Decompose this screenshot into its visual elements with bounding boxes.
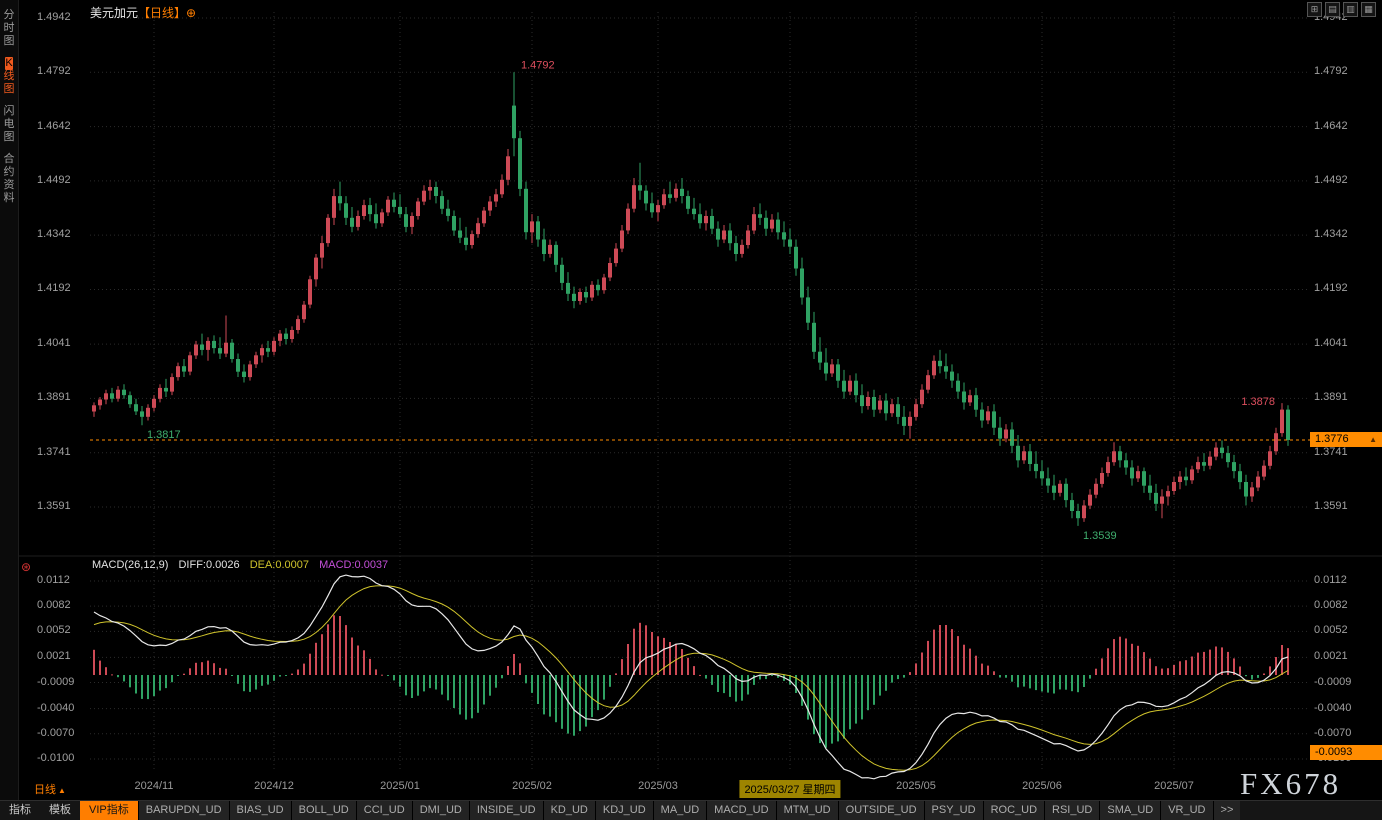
chart-title: 美元加元【日线】⊕	[90, 4, 196, 21]
indicator-tab[interactable]: INSIDE_UD	[468, 801, 543, 820]
indicator-tab[interactable]: MA_UD	[652, 801, 707, 820]
indicator-tab[interactable]: MACD_UD	[706, 801, 776, 820]
indicator-tab[interactable]: PSY_UD	[923, 801, 983, 820]
indicator-tab[interactable]: CCI_UD	[355, 801, 412, 820]
watermark: FX678	[1240, 766, 1342, 801]
sidebar-tab[interactable]: 合约资料	[0, 153, 18, 205]
indicator-tab[interactable]: BARUPDN_UD	[137, 801, 229, 820]
current-price-value: 1.3776	[1315, 433, 1349, 446]
indicator-tab[interactable]: DMI_UD	[411, 801, 469, 820]
layout-cells-icon[interactable]: ▦	[1361, 2, 1376, 17]
sidebar-tab[interactable]: 分时图	[0, 9, 18, 48]
macd-diff-value: DIFF:0.0026	[178, 559, 240, 571]
macd-dea-line	[93, 585, 1289, 771]
period-selector[interactable]: 日线 ▲	[34, 781, 66, 797]
svg-text:1.3539: 1.3539	[1083, 530, 1117, 542]
price-annotations: 1.4792 1.3817 1.3878 1.3539	[147, 59, 1275, 542]
remove-indicator-icon[interactable]: ⊛	[21, 560, 32, 574]
indicator-tab[interactable]: BIAS_UD	[228, 801, 291, 820]
toolbar-tab[interactable]: 模板	[49, 804, 71, 816]
sidebar-tab-char: 合	[3, 153, 15, 165]
candles-series	[92, 72, 1290, 526]
indicator-tab[interactable]: MTM_UD	[775, 801, 838, 820]
sidebar-tab-char: K	[5, 57, 13, 70]
macd-title: MACD(26,12,9)	[92, 559, 169, 571]
toolbar-tab[interactable]: 指标	[9, 804, 31, 816]
layout-rows-icon[interactable]: ▤	[1325, 2, 1340, 17]
sidebar-tab-char: 图	[3, 131, 15, 143]
macd-tag-value: -0.0093	[1315, 746, 1353, 759]
macd-histogram	[93, 615, 1289, 748]
vip-indicators-tab[interactable]: VIP指标	[80, 801, 138, 820]
indicator-tab[interactable]: SMA_UD	[1099, 801, 1161, 820]
macd-dea-value: DEA:0.0007	[249, 559, 310, 571]
bottom-toolbar: 指标 模板 VIP指标 BARUPDN_UD BIAS_UD BOLL_UD CCI_UD D…	[0, 800, 1382, 820]
macd-macd-value: MACD:0.0037	[319, 559, 389, 571]
more-indicators-tab[interactable]: >>	[1212, 801, 1241, 820]
sidebar-tab-char: 料	[3, 192, 15, 204]
indicator-tab[interactable]: ROC_UD	[982, 801, 1045, 820]
indicator-tab[interactable]: KD_UD	[542, 801, 595, 820]
sidebar-tab-char: 时	[3, 22, 15, 34]
sidebar-tab-char: 分	[3, 9, 15, 21]
period-badge: 【日线】	[138, 6, 187, 20]
macd-header: MACD(26,12,9) DIFF:0.0026 DEA:0.0007 MAC…	[92, 559, 395, 571]
indicator-tab[interactable]: KDJ_UD	[594, 801, 653, 820]
sidebar-tab[interactable]: 闪电图	[0, 105, 18, 144]
grid-lines	[0, 12, 1382, 770]
indicator-tab[interactable]: OUTSIDE_UD	[837, 801, 924, 820]
macd-diff-line	[93, 574, 1289, 780]
triangle-up-icon: ▲	[58, 786, 66, 795]
indicator-tab[interactable]: VR_UD	[1160, 801, 1213, 820]
sidebar-tab-char: 资	[3, 179, 15, 191]
symbol-name: 美元加元	[90, 6, 139, 20]
price-up-arrow-icon: ▲	[1369, 435, 1377, 445]
main-chart[interactable]: 1.4792 1.3817 1.3878 1.3539	[0, 0, 1382, 800]
layout-grid-icon[interactable]: ⊞	[1307, 2, 1322, 17]
svg-text:1.3878: 1.3878	[1241, 396, 1275, 408]
sidebar-tab-char: 图	[3, 35, 15, 47]
macd-value-tag: -0.0093	[1310, 745, 1382, 761]
sidebar-tab-char: 闪	[3, 105, 15, 117]
svg-text:1.4792: 1.4792	[521, 59, 555, 71]
indicator-tab[interactable]: RSI_UD	[1044, 801, 1100, 820]
sidebar-tab-char: 电	[3, 118, 15, 130]
period-label: 日线	[34, 784, 56, 796]
sidebar-tab-char: 线	[3, 70, 15, 82]
indicator-tab[interactable]: BOLL_UD	[290, 801, 356, 820]
add-indicator-icon[interactable]: ⊕	[186, 6, 197, 20]
layout-columns-icon[interactable]: ▥	[1343, 2, 1358, 17]
current-price-tag: 1.3776 ▲	[1310, 432, 1382, 448]
sidebar-tab-char: 图	[3, 83, 15, 95]
svg-text:1.3817: 1.3817	[147, 429, 181, 441]
sidebar-tab-char: 约	[3, 166, 15, 178]
chart-layout-controls: ⊞ ▤ ▥ ▦	[1307, 2, 1376, 17]
